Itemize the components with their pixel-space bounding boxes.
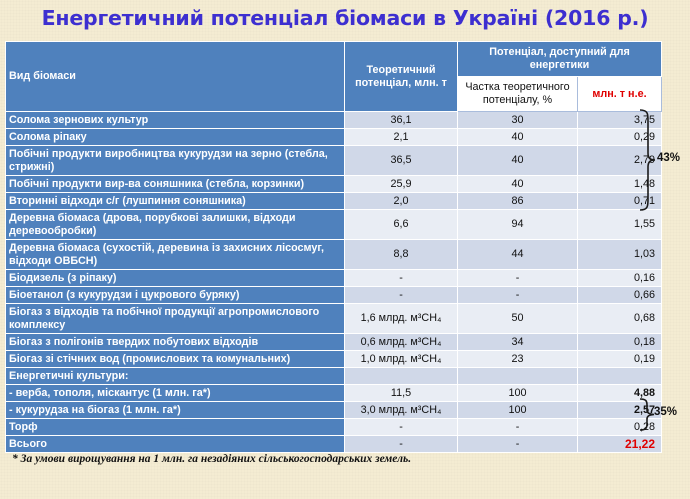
cell-share: - bbox=[457, 435, 578, 453]
table-row: Біодизель (з ріпаку) - -0,16 bbox=[5, 269, 662, 287]
header-theoretical-potential: Теоретичний потенціал, млн. т bbox=[344, 41, 458, 112]
cell-theoretical: - bbox=[344, 269, 458, 287]
cell-theoretical: 11,5 bbox=[344, 384, 458, 402]
cell-biomass-type: Біогаз з відходів та побічної продукції … bbox=[5, 303, 345, 334]
cell-theoretical: 25,9 bbox=[344, 175, 458, 193]
cell-mtoe: 0,29 bbox=[577, 128, 662, 146]
cell-share: - bbox=[457, 269, 578, 287]
cell-theoretical bbox=[344, 367, 458, 385]
cell-biomass-type: Деревна біомаса (сухостій, деревина із з… bbox=[5, 239, 345, 270]
brace-energy-icon bbox=[639, 398, 655, 431]
table-row: Деревна біомаса (дрова, порубкові залишк… bbox=[5, 209, 662, 240]
cell-theoretical: - bbox=[344, 286, 458, 304]
cell-mtoe: 3,75 bbox=[577, 111, 662, 129]
footnote: * За умови вирощування на 1 млн. га неза… bbox=[12, 453, 412, 465]
cell-biomass-type: Деревна біомаса (дрова, порубкові залишк… bbox=[5, 209, 345, 240]
cell-biomass-type: Енергетичні культури: bbox=[5, 367, 345, 385]
cell-biomass-type: Побічні продукти виробництва кукурудзи н… bbox=[5, 145, 345, 176]
cell-mtoe: 0,19 bbox=[577, 350, 662, 368]
cell-mtoe: 0,68 bbox=[577, 303, 662, 334]
cell-theoretical: 6,6 bbox=[344, 209, 458, 240]
cell-mtoe: 0,66 bbox=[577, 286, 662, 304]
table-row: Біогаз з відходів та побічної продукції … bbox=[5, 303, 662, 334]
cell-biomass-type: Солома ріпаку bbox=[5, 128, 345, 146]
cell-biomass-type: Всього bbox=[5, 435, 345, 453]
cell-share: 23 bbox=[457, 350, 578, 368]
cell-theoretical: 36,5 bbox=[344, 145, 458, 176]
cell-theoretical: - bbox=[344, 435, 458, 453]
cell-mtoe: 0,16 bbox=[577, 269, 662, 287]
cell-mtoe: 1,55 bbox=[577, 209, 662, 240]
table-row: Деревна біомаса (сухостій, деревина із з… bbox=[5, 239, 662, 270]
table-body: Солома зернових культур 36,1 30 3,75 Солома … bbox=[5, 111, 662, 453]
table-row: Побічні продукти вир-ва соняшника (стебл… bbox=[5, 175, 662, 193]
cell-share: 86 bbox=[457, 192, 578, 210]
cell-theoretical: 2,1 bbox=[344, 128, 458, 146]
cell-theoretical: 1,6 млрд. м³CH₄ bbox=[344, 303, 458, 334]
brace-agri-icon bbox=[639, 109, 656, 211]
header-share: Частка теоретичного потенціалу, % bbox=[457, 76, 578, 112]
cell-theoretical: 3,0 млрд. м³CH₄ bbox=[344, 401, 458, 419]
brace-energy-label: 35% bbox=[654, 406, 678, 418]
table-row: - кукурудза на біогаз (1 млн. га*) 3,0 мл… bbox=[5, 401, 662, 419]
cell-biomass-type: Солома зернових культур bbox=[5, 111, 345, 129]
header-available-potential: Потенціал, доступний для енергетики bbox=[457, 41, 662, 77]
cell-share: 94 bbox=[457, 209, 578, 240]
cell-biomass-type: Біодизель (з ріпаку) bbox=[5, 269, 345, 287]
cell-share: 100 bbox=[457, 401, 578, 419]
cell-biomass-type: Біогаз зі стічних вод (промислових та ко… bbox=[5, 350, 345, 368]
cell-biomass-type: Торф bbox=[5, 418, 345, 436]
cell-mtoe: 2,57 bbox=[577, 401, 662, 419]
cell-biomass-type: Біогаз з полігонів твердих побутових від… bbox=[5, 333, 345, 351]
table-row: Біогаз зі стічних вод (промислових та ко… bbox=[5, 350, 662, 368]
cell-share bbox=[457, 367, 578, 385]
cell-biomass-type: Вторинні відходи с/г (лушпиння соняшника… bbox=[5, 192, 345, 210]
cell-share: 100 bbox=[457, 384, 578, 402]
table-row: Побічні продукти виробництва кукурудзи н… bbox=[5, 145, 662, 176]
cell-share: 50 bbox=[457, 303, 578, 334]
cell-share: 40 bbox=[457, 128, 578, 146]
cell-mtoe: 1,03 bbox=[577, 239, 662, 270]
cell-theoretical: - bbox=[344, 418, 458, 436]
table-row: Біоетанол (з кукурудзи і цукрового буряк… bbox=[5, 286, 662, 304]
cell-theoretical: 36,1 bbox=[344, 111, 458, 129]
cell-theoretical: 8,8 bbox=[344, 239, 458, 270]
table-row: Солома зернових культур 36,1 30 3,75 bbox=[5, 111, 662, 129]
cell-share: 40 bbox=[457, 175, 578, 193]
cell-biomass-type: - верба, тополя, міскантус (1 млн. га*) bbox=[5, 384, 345, 402]
cell-mtoe: 4,88 bbox=[577, 384, 662, 402]
cell-theoretical: 1,0 млрд. м³CH₄ bbox=[344, 350, 458, 368]
cell-theoretical: 0,6 млрд. м³CH₄ bbox=[344, 333, 458, 351]
cell-biomass-type: - кукурудза на біогаз (1 млн. га*) bbox=[5, 401, 345, 419]
cell-share: - bbox=[457, 418, 578, 436]
cell-mtoe bbox=[577, 367, 662, 385]
table-row: - верба, тополя, міскантус (1 млн. га*) 1… bbox=[5, 384, 662, 402]
table-row: Солома ріпаку 2,1 40 0,29 bbox=[5, 128, 662, 146]
cell-biomass-type: Біоетанол (з кукурудзи і цукрового буряк… bbox=[5, 286, 345, 304]
cell-theoretical: 2,0 bbox=[344, 192, 458, 210]
table-row: Всього - -21,22 bbox=[5, 435, 662, 453]
biomass-table: Вид біомаси Теоретичний потенціал, млн. … bbox=[5, 41, 662, 453]
biomass-table-container: Вид біомаси Теоретичний потенціал, млн. … bbox=[5, 41, 662, 453]
table-row: Торф - -0,28 bbox=[5, 418, 662, 436]
cell-mtoe: 0,18 bbox=[577, 333, 662, 351]
brace-agri-label: 43% bbox=[657, 152, 681, 164]
cell-mtoe: 21,22 bbox=[577, 435, 662, 453]
cell-share: 40 bbox=[457, 145, 578, 176]
page-title: Енергетичний потенціал біомаси в Україні… bbox=[41, 6, 649, 30]
cell-share: 30 bbox=[457, 111, 578, 129]
cell-biomass-type: Побічні продукти вир-ва соняшника (стебл… bbox=[5, 175, 345, 193]
table-row: Вторинні відходи с/г (лушпиння соняшника… bbox=[5, 192, 662, 210]
cell-share: 44 bbox=[457, 239, 578, 270]
cell-share: - bbox=[457, 286, 578, 304]
header-mtoe: млн. т н.е. bbox=[577, 76, 662, 112]
header-biomass-type: Вид біомаси bbox=[5, 41, 345, 112]
cell-share: 34 bbox=[457, 333, 578, 351]
table-row: Енергетичні культури: bbox=[5, 367, 662, 385]
table-row: Біогаз з полігонів твердих побутових від… bbox=[5, 333, 662, 351]
